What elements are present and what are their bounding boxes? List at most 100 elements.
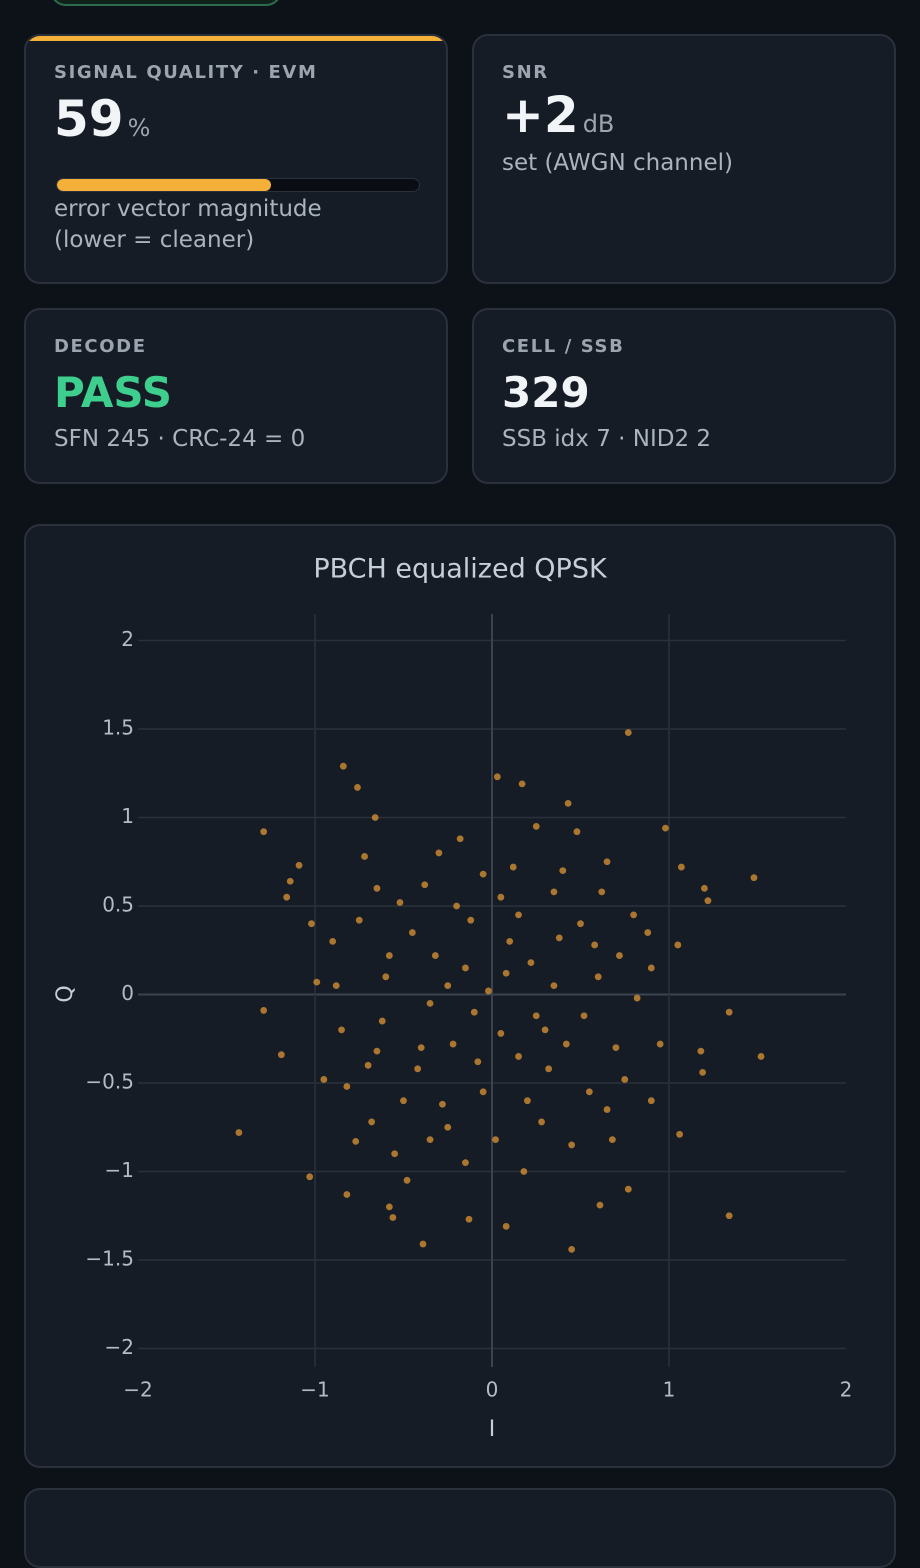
point <box>630 911 637 919</box>
point <box>371 814 379 821</box>
point <box>506 938 514 945</box>
point <box>509 863 517 871</box>
point <box>515 911 522 919</box>
point <box>555 934 563 942</box>
card-description: SFN 245 · CRC-24 = 0 <box>54 426 306 452</box>
point <box>497 893 505 901</box>
point <box>470 1008 478 1016</box>
point <box>306 1173 314 1181</box>
point <box>603 1106 611 1113</box>
point <box>492 1136 499 1144</box>
point <box>564 799 572 807</box>
point <box>339 762 347 770</box>
y-tick-label: −1 <box>105 1158 134 1182</box>
point <box>603 858 611 866</box>
point <box>462 964 469 972</box>
point <box>541 1026 549 1034</box>
x-tick-label: −1 <box>300 1378 329 1402</box>
point <box>426 1136 434 1144</box>
point <box>453 902 460 910</box>
point <box>465 1215 473 1223</box>
point <box>295 861 303 869</box>
point <box>608 1136 616 1144</box>
point <box>444 982 452 990</box>
card-label: SNR <box>502 62 549 83</box>
point <box>550 982 558 990</box>
point <box>573 828 581 836</box>
point <box>419 1240 427 1248</box>
point <box>373 1047 381 1055</box>
card-unit: % <box>127 114 151 142</box>
cell-card: CELL / SSB 329 SSB idx 7 · NID2 2 <box>472 308 896 484</box>
point <box>462 1159 469 1167</box>
point <box>502 1222 510 1230</box>
point <box>338 1026 345 1034</box>
snr-card: SNR +2 dB set (AWGN channel) <box>472 34 896 284</box>
point <box>568 1245 576 1253</box>
point <box>598 888 606 896</box>
point <box>361 853 368 860</box>
point <box>354 784 361 791</box>
point <box>518 780 526 788</box>
point <box>550 888 558 896</box>
point <box>479 1088 487 1096</box>
point <box>596 1201 604 1209</box>
card-value: PASS <box>54 368 173 417</box>
x-tick-label: −2 <box>123 1378 152 1402</box>
point <box>580 1012 588 1020</box>
point <box>320 1076 328 1083</box>
point <box>545 1065 553 1073</box>
point <box>633 994 641 1002</box>
point <box>677 863 685 871</box>
point <box>644 929 652 936</box>
point <box>332 982 340 990</box>
point <box>235 1129 243 1136</box>
point <box>612 1044 620 1051</box>
y-tick-label: 2 <box>121 627 134 651</box>
point <box>562 1040 570 1048</box>
meter-fill <box>57 179 271 191</box>
card-accent <box>26 36 446 41</box>
point <box>313 978 321 986</box>
point <box>474 1058 482 1066</box>
point <box>527 959 535 967</box>
point <box>426 999 434 1007</box>
point <box>444 1123 452 1131</box>
card-value: +2 <box>502 86 579 144</box>
y-tick-label: −1.5 <box>85 1246 134 1270</box>
point <box>750 874 758 882</box>
card-description: (lower = cleaner) <box>54 227 255 253</box>
point <box>656 1040 664 1048</box>
y-tick-label: −0.5 <box>85 1069 134 1093</box>
point <box>616 952 623 959</box>
point <box>662 824 669 832</box>
card-label: DECODE <box>54 336 147 357</box>
point <box>493 773 501 781</box>
point <box>585 1088 593 1096</box>
point <box>260 1007 268 1014</box>
point <box>396 899 404 906</box>
decode-card: DECODE PASS SFN 245 · CRC-24 = 0 <box>24 308 448 484</box>
point <box>283 893 291 901</box>
point <box>479 870 487 878</box>
point <box>701 884 708 892</box>
point <box>524 1097 531 1105</box>
x-axis-label: I <box>489 1417 496 1442</box>
point <box>364 1061 372 1069</box>
point <box>389 1214 397 1221</box>
point <box>699 1068 707 1076</box>
point <box>624 1185 632 1193</box>
card-value-row: 59% <box>54 90 150 148</box>
scatter-chart: PBCH equalized QPSK I Q −2 −1.5 −1 −0.5 0 0.5… <box>53 554 852 1443</box>
point <box>286 877 294 885</box>
x-tick-label: 0 <box>486 1378 499 1402</box>
point <box>277 1051 285 1059</box>
point <box>421 881 429 889</box>
y-tick-label: 0 <box>121 981 134 1005</box>
card-description: error vector magnitude <box>54 196 322 222</box>
point <box>352 1137 360 1145</box>
point <box>697 1047 705 1055</box>
meter-track <box>56 178 420 192</box>
y-tick-label: 0.5 <box>102 893 134 917</box>
point <box>674 941 682 949</box>
